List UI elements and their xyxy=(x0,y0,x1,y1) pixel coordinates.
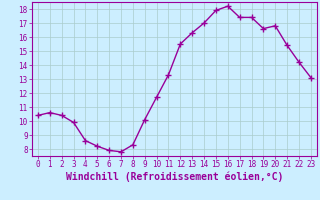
X-axis label: Windchill (Refroidissement éolien,°C): Windchill (Refroidissement éolien,°C) xyxy=(66,172,283,182)
